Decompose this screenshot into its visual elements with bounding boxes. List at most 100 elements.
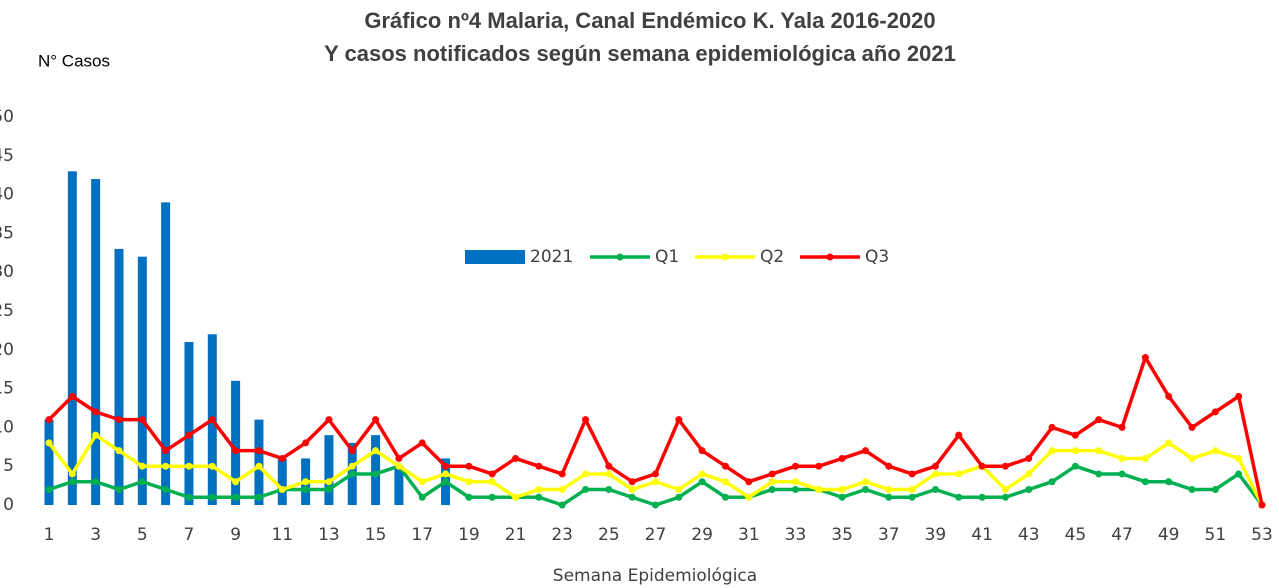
point bbox=[418, 493, 426, 501]
x-tick-label: 37 bbox=[878, 525, 900, 545]
point bbox=[605, 485, 613, 493]
point bbox=[512, 454, 520, 462]
point bbox=[162, 462, 170, 470]
bar bbox=[137, 256, 147, 505]
x-tick-label: 17 bbox=[411, 525, 433, 545]
bar bbox=[44, 419, 54, 505]
legend-swatch bbox=[616, 253, 624, 261]
x-tick-label: 1 bbox=[44, 525, 55, 545]
x-tick-label: 41 bbox=[971, 525, 993, 545]
point bbox=[1025, 470, 1033, 478]
point bbox=[791, 462, 799, 470]
point bbox=[791, 478, 799, 486]
x-tick-label: 15 bbox=[365, 525, 387, 545]
point bbox=[488, 470, 496, 478]
point bbox=[162, 485, 170, 493]
point bbox=[92, 478, 100, 486]
point bbox=[92, 408, 100, 416]
point bbox=[605, 462, 613, 470]
point bbox=[1188, 454, 1196, 462]
point bbox=[1118, 454, 1126, 462]
point bbox=[255, 493, 263, 501]
point bbox=[1141, 354, 1149, 362]
point bbox=[442, 478, 450, 486]
point bbox=[721, 493, 729, 501]
point bbox=[652, 501, 659, 509]
point bbox=[395, 454, 403, 462]
y-tick-label: 25 bbox=[0, 301, 14, 321]
point bbox=[138, 416, 146, 424]
bar bbox=[114, 248, 124, 506]
point bbox=[138, 478, 146, 486]
point bbox=[512, 493, 520, 501]
point bbox=[418, 439, 426, 447]
x-tick-label: 45 bbox=[1065, 525, 1087, 545]
point bbox=[372, 470, 380, 478]
point bbox=[605, 470, 613, 478]
point bbox=[278, 485, 286, 493]
point bbox=[675, 416, 683, 424]
point bbox=[278, 454, 286, 462]
point bbox=[372, 416, 380, 424]
x-tick-label: 49 bbox=[1158, 525, 1180, 545]
point bbox=[838, 493, 846, 501]
point bbox=[698, 478, 706, 486]
point bbox=[92, 431, 100, 439]
x-tick-label: 53 bbox=[1251, 525, 1273, 545]
point bbox=[978, 462, 986, 470]
x-tick-label: 31 bbox=[738, 525, 760, 545]
y-tick-label: 10 bbox=[0, 417, 14, 437]
x-axis-label: Semana Epidemiológica bbox=[553, 566, 757, 586]
point bbox=[535, 485, 543, 493]
point bbox=[208, 416, 216, 424]
point bbox=[745, 478, 753, 486]
point bbox=[1118, 423, 1126, 431]
point bbox=[1258, 501, 1266, 509]
point bbox=[348, 470, 356, 478]
point bbox=[1211, 408, 1219, 416]
point bbox=[768, 485, 776, 493]
bar bbox=[254, 419, 264, 505]
x-tick-label: 19 bbox=[458, 525, 480, 545]
legend-label: 2021 bbox=[530, 247, 573, 267]
point bbox=[185, 493, 193, 501]
point bbox=[768, 470, 776, 478]
point bbox=[1118, 470, 1126, 478]
point bbox=[1071, 431, 1079, 439]
point bbox=[302, 478, 310, 486]
point bbox=[1071, 447, 1079, 455]
point bbox=[302, 485, 310, 493]
point bbox=[348, 462, 356, 470]
x-tick-label: 21 bbox=[505, 525, 527, 545]
point bbox=[372, 447, 380, 455]
point bbox=[1071, 462, 1079, 470]
point bbox=[45, 416, 53, 424]
x-tick-label: 9 bbox=[230, 525, 241, 545]
point bbox=[1048, 447, 1056, 455]
y-tick-label: 35 bbox=[0, 223, 14, 243]
point bbox=[908, 470, 916, 478]
point bbox=[465, 493, 473, 501]
point bbox=[931, 485, 939, 493]
point bbox=[1001, 493, 1009, 501]
point bbox=[558, 501, 566, 509]
legend-label: Q1 bbox=[655, 247, 679, 267]
legend-swatch bbox=[826, 253, 834, 261]
point bbox=[558, 485, 566, 493]
point bbox=[302, 439, 310, 447]
point bbox=[885, 493, 893, 501]
x-tick-label: 13 bbox=[318, 525, 340, 545]
x-tick-label: 3 bbox=[90, 525, 101, 545]
point bbox=[325, 416, 333, 424]
point bbox=[1211, 485, 1219, 493]
x-tick-label: 23 bbox=[551, 525, 573, 545]
point bbox=[325, 478, 333, 486]
point bbox=[395, 462, 403, 470]
x-tick-label: 11 bbox=[271, 525, 293, 545]
point bbox=[232, 447, 240, 455]
point bbox=[255, 447, 263, 455]
point bbox=[488, 493, 496, 501]
point bbox=[815, 485, 823, 493]
point bbox=[628, 478, 636, 486]
